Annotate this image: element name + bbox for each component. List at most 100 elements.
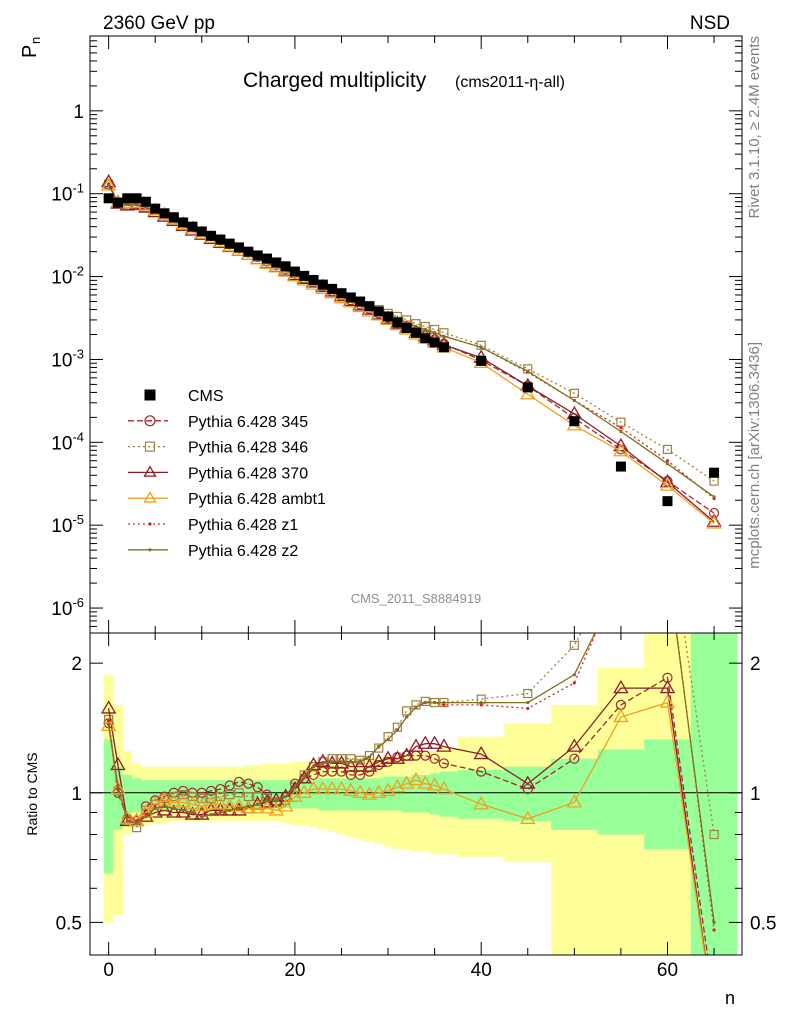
legend-label: Pythia 6.428 ambt1 bbox=[188, 491, 326, 508]
ratio-point bbox=[190, 810, 195, 815]
ratio-point bbox=[107, 722, 111, 727]
ratio-point bbox=[200, 815, 204, 819]
x-tick-label: 0 bbox=[103, 960, 114, 981]
ratio-series-5 bbox=[107, 633, 716, 924]
ratio-point bbox=[566, 794, 583, 808]
ratio-point bbox=[116, 783, 120, 788]
ratio-point bbox=[252, 782, 263, 793]
ratio-point bbox=[249, 800, 266, 814]
data-point bbox=[336, 288, 347, 299]
ratio-point bbox=[526, 706, 530, 711]
ratio-point bbox=[265, 798, 269, 803]
ratio-point bbox=[194, 798, 210, 812]
ratio-point bbox=[224, 780, 235, 791]
ratio-point bbox=[423, 700, 427, 705]
ratio-series-line bbox=[107, 687, 706, 955]
inner-band-bin bbox=[299, 780, 310, 809]
ratio-y-tick-label: 2 bbox=[71, 654, 82, 675]
legend-marker bbox=[143, 465, 157, 477]
ratio-point bbox=[246, 804, 250, 808]
inner-band-bin bbox=[318, 778, 328, 811]
ratio-point bbox=[178, 790, 188, 800]
ratio-point bbox=[522, 783, 533, 795]
ratio-point bbox=[187, 791, 198, 802]
ratio-point bbox=[417, 735, 434, 749]
ratio-point bbox=[197, 793, 207, 804]
legend-marker bbox=[144, 389, 156, 401]
ratio-point bbox=[259, 800, 275, 814]
data-point bbox=[122, 193, 133, 204]
ratio-point bbox=[271, 797, 281, 807]
ratio-point bbox=[233, 776, 245, 787]
data-point bbox=[662, 444, 673, 455]
ratio-point bbox=[371, 753, 387, 767]
inner-band-bin bbox=[122, 774, 133, 817]
inner-band-bin bbox=[131, 778, 142, 813]
ratio-point bbox=[426, 777, 443, 791]
ratio-point bbox=[234, 788, 244, 798]
inner-band-bin bbox=[346, 778, 356, 811]
inner-band-bin bbox=[103, 739, 114, 874]
main-series-0 bbox=[103, 193, 720, 507]
data-point bbox=[373, 306, 384, 317]
legend-entry: Pythia 6.428 z2 bbox=[128, 543, 298, 560]
ratio-point bbox=[203, 796, 219, 810]
data-point bbox=[168, 212, 179, 223]
data-point bbox=[299, 270, 310, 281]
inner-band-bin bbox=[234, 780, 244, 811]
y-tick-label: 10-3 bbox=[51, 346, 84, 371]
ratio-point bbox=[196, 787, 207, 798]
inner-band-bin bbox=[243, 780, 254, 809]
data-point bbox=[100, 177, 117, 191]
data-point bbox=[438, 342, 449, 353]
ratio-point bbox=[100, 700, 117, 714]
ratio-point bbox=[175, 794, 191, 808]
data-point bbox=[215, 234, 226, 245]
y-tick-label: 10-6 bbox=[51, 595, 84, 620]
ratio-point bbox=[473, 796, 489, 810]
ratio-point bbox=[293, 785, 297, 789]
data-point bbox=[665, 459, 670, 463]
main-ylabel-sub: n bbox=[28, 37, 43, 44]
data-point bbox=[355, 296, 366, 307]
inner-band-bin bbox=[392, 776, 403, 811]
ratio-point bbox=[107, 719, 111, 723]
ratio-point bbox=[659, 679, 676, 694]
ratio-point bbox=[433, 700, 437, 705]
data-point bbox=[178, 217, 189, 228]
main-ylabel: P bbox=[19, 45, 41, 58]
data-point bbox=[103, 193, 114, 204]
data-point bbox=[420, 333, 431, 344]
inner-band-bin bbox=[402, 776, 412, 813]
ratio-point bbox=[296, 770, 312, 784]
ratio-point bbox=[408, 771, 424, 786]
data-point bbox=[196, 226, 207, 237]
data-point bbox=[662, 496, 673, 507]
legend-marker bbox=[144, 415, 156, 427]
ratio-point bbox=[287, 780, 303, 795]
ratio-point bbox=[284, 794, 288, 799]
ratio-point bbox=[321, 761, 325, 766]
data-point bbox=[125, 202, 129, 207]
legend-marker bbox=[144, 441, 156, 452]
ratio-point bbox=[311, 765, 316, 769]
ratio-point bbox=[572, 673, 576, 677]
ratio-point bbox=[231, 798, 247, 812]
analysis-watermark: CMS_2011_S8884919 bbox=[351, 591, 482, 606]
data-point bbox=[613, 443, 629, 457]
data-point bbox=[252, 250, 263, 261]
legend-label: CMS bbox=[188, 388, 224, 405]
ratio-point bbox=[355, 769, 366, 781]
main-y-axis-label: P n bbox=[19, 37, 43, 58]
data-point bbox=[206, 230, 217, 241]
chart-title: Charged multiplicity bbox=[243, 69, 427, 92]
ratio-point bbox=[305, 780, 322, 795]
rivet-label: Rivet 3.1.10, ≥ 2.4M events bbox=[746, 36, 763, 219]
ratio-point bbox=[395, 728, 399, 732]
legend-entry: Pythia 6.428 ambt1 bbox=[128, 491, 326, 508]
ratio-point bbox=[659, 694, 676, 708]
ratio-point bbox=[361, 786, 378, 800]
ratio-point bbox=[371, 784, 387, 798]
data-point bbox=[327, 283, 338, 294]
